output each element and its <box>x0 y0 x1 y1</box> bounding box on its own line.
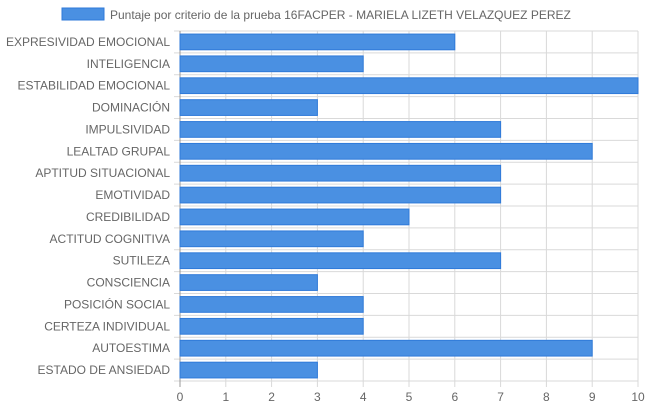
x-tick-label: 3 <box>314 390 321 404</box>
category-label: APTITUD SITUACIONAL <box>35 166 170 180</box>
category-label: CREDIBILIDAD <box>86 210 170 224</box>
bar[interactable] <box>179 361 318 379</box>
bar[interactable] <box>179 142 593 160</box>
axes: 0 1 2 3 4 5 6 7 8 9 10 EXPRESIVIDAD EMOCIONAL INTELI… <box>6 35 645 404</box>
category-label: LEALTAD GRUPAL <box>67 144 171 158</box>
bar[interactable] <box>179 33 456 51</box>
category-label: EMOTIVIDAD <box>95 188 170 202</box>
category-label: INTELIGENCIA <box>87 57 170 71</box>
x-tick-label: 7 <box>497 390 504 404</box>
bar[interactable] <box>179 121 502 138</box>
category-label: DOMINACIÓN <box>92 100 170 115</box>
bar[interactable] <box>179 55 364 73</box>
category-label: ESTADO DE ANSIEDAD <box>38 363 171 377</box>
category-label: AUTOESTIMA <box>92 341 170 355</box>
x-tick-label: 1 <box>222 390 229 404</box>
category-label: CONSCIENCIA <box>87 276 170 290</box>
x-tick-label: 6 <box>451 390 458 404</box>
bar[interactable] <box>179 230 364 248</box>
bar[interactable] <box>179 208 410 226</box>
bar[interactable] <box>179 274 318 291</box>
x-tick-label: 5 <box>406 390 413 404</box>
category-label: POSICIÓN SOCIAL <box>64 296 170 311</box>
category-label: ESTABILIDAD EMOCIONAL <box>18 79 171 93</box>
category-label: EXPRESIVIDAD EMOCIONAL <box>6 35 170 49</box>
bar[interactable] <box>179 317 364 335</box>
legend-label[interactable]: Puntaje por criterio de la prueba 16FACP… <box>110 8 571 22</box>
legend-swatch[interactable] <box>61 7 105 21</box>
bar[interactable] <box>179 99 318 116</box>
bar[interactable] <box>179 252 502 270</box>
bar[interactable] <box>179 296 364 313</box>
legend[interactable]: Puntaje por criterio de la prueba 16FACP… <box>61 7 571 22</box>
x-tick-label: 10 <box>631 390 645 404</box>
category-label: CERTEZA INDIVIDUAL <box>44 319 170 333</box>
category-label: ACTITUD COGNITIVA <box>50 232 170 246</box>
category-label: SUTILEZA <box>113 254 170 268</box>
x-tick-label: 9 <box>589 390 596 404</box>
bar[interactable] <box>179 77 639 95</box>
bar[interactable] <box>179 164 502 182</box>
category-label: IMPULSIVIDAD <box>85 122 170 136</box>
x-tick-label: 2 <box>268 390 275 404</box>
bars <box>179 33 639 379</box>
x-tick-label: 4 <box>360 390 367 404</box>
x-tick-label: 8 <box>543 390 550 404</box>
x-tick-label: 0 <box>177 390 184 404</box>
bar[interactable] <box>179 339 593 357</box>
bar[interactable] <box>179 186 502 204</box>
